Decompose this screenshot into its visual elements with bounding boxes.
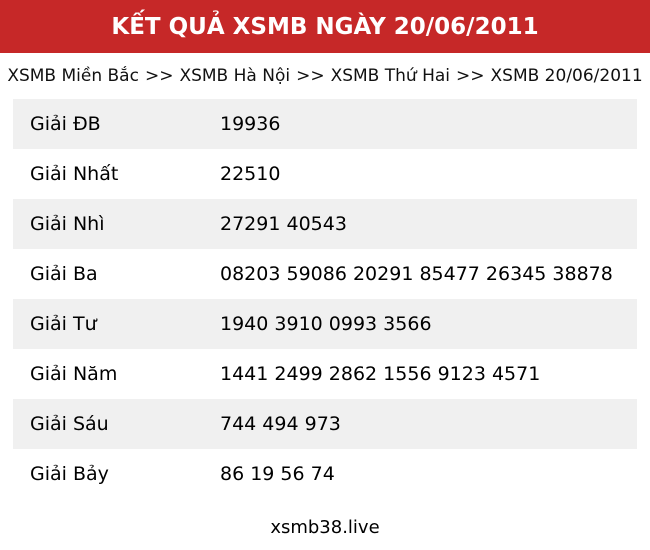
breadcrumb: XSMB Miền Bắc >> XSMB Hà Nội >> XSMB Thứ Hai… [0, 53, 650, 99]
site-name-link[interactable]: xsmb38.live [270, 517, 380, 538]
prize-label: Giải Năm [30, 363, 118, 385]
breadcrumb-separator: >> [456, 66, 485, 86]
breadcrumb-separator: >> [144, 66, 174, 86]
prize-numbers: 08203 59086 20291 85477 26345 38878 [220, 263, 613, 285]
breadcrumb-separator: >> [296, 66, 325, 86]
prize-label: Giải Tư [30, 313, 97, 335]
breadcrumb-item[interactable]: XSMB Hà Nội [179, 66, 291, 86]
prize-label: Giải Sáu [30, 413, 109, 435]
breadcrumb-item[interactable]: XSMB 20/06/2011 [490, 66, 643, 86]
page-header: KẾT QUẢ XSMB NGÀY 20/06/2011 [0, 0, 650, 53]
prize-numbers: 22510 [220, 163, 281, 185]
prize-label: Giải Nhất [30, 163, 119, 185]
result-row: Giải Năm 1441 2499 2862 1556 9123 4571 [13, 349, 637, 399]
breadcrumb-item[interactable]: XSMB Thứ Hai [330, 66, 451, 86]
prize-numbers: 1441 2499 2862 1556 9123 4571 [220, 363, 541, 385]
page-title: KẾT QUẢ XSMB NGÀY 20/06/2011 [111, 13, 539, 40]
prize-numbers: 19936 [220, 113, 281, 135]
prize-label: Giải Ba [30, 263, 98, 285]
result-row: Giải Nhất 22510 [13, 149, 637, 199]
prize-label: Giải Bảy [30, 463, 109, 485]
breadcrumb-item[interactable]: XSMB Miền Bắc [7, 66, 139, 86]
result-row: Giải Bảy 86 19 56 74 [13, 449, 637, 499]
prize-label: Giải ĐB [30, 113, 101, 135]
prize-numbers: 1940 3910 0993 3566 [220, 313, 432, 335]
result-row: Giải Tư 1940 3910 0993 3566 [13, 299, 637, 349]
result-row: Giải Ba 08203 59086 20291 85477 26345 38… [13, 249, 637, 299]
prize-numbers: 27291 40543 [220, 213, 347, 235]
prize-numbers: 744 494 973 [220, 413, 341, 435]
prize-numbers: 86 19 56 74 [220, 463, 335, 485]
result-row: Giải Nhì 27291 40543 [13, 199, 637, 249]
page-footer: xsmb38.live [0, 517, 650, 538]
results-table: Giải ĐB 19936 Giải Nhất 22510 Giải Nhì 2… [13, 99, 637, 499]
result-row: Giải Sáu 744 494 973 [13, 399, 637, 449]
result-row: Giải ĐB 19936 [13, 99, 637, 149]
prize-label: Giải Nhì [30, 213, 105, 235]
